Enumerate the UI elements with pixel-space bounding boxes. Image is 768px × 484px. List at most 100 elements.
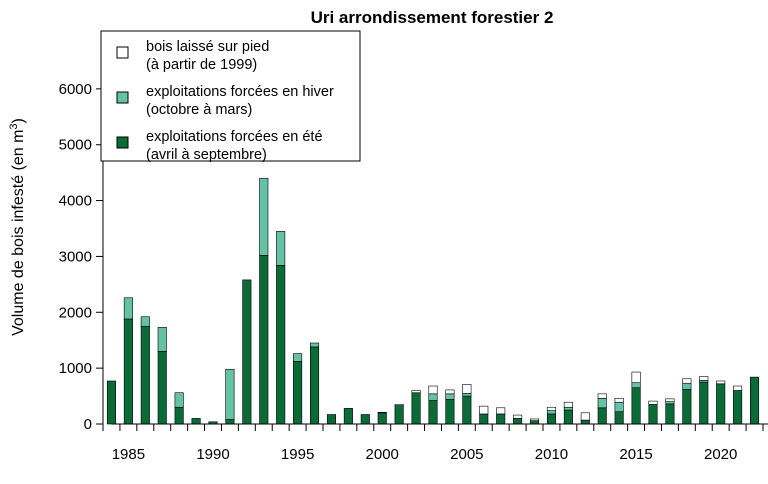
bar-2003-series-3 — [428, 385, 438, 395]
x-axis: 1985 1990 1995 2000 2005 2010 2015 2020 — [102, 423, 768, 463]
bar-2002-series-1 — [411, 392, 421, 425]
bar-2011-series-3 — [563, 401, 573, 408]
legend-sublabel-2: (octobre à mars) — [146, 102, 252, 118]
legend: bois laissé sur pied (à partir de 1999) ex… — [100, 30, 361, 163]
bar-2018-series-3 — [682, 378, 692, 384]
x-tick-label: 2005 — [450, 446, 483, 463]
bar-2005-series-3 — [462, 384, 472, 394]
x-tick-label: 2000 — [366, 446, 399, 463]
bar-2019-series-1 — [699, 381, 709, 425]
bar-2001-series-1 — [394, 405, 404, 425]
bar-2014-series-1 — [614, 411, 624, 425]
bar-2004-series-3 — [445, 389, 455, 395]
bar-1995-series-1 — [293, 361, 303, 425]
x-tick-label: 1995 — [281, 446, 314, 463]
bar-2006-series-1 — [479, 413, 489, 425]
bar-1996-series-2 — [310, 342, 320, 348]
bar-2012-series-3 — [580, 412, 590, 421]
chart-title: Uri arrondissement forestier 2 — [311, 8, 554, 27]
y-tick-label: 6000 — [59, 81, 92, 98]
bar-1999-series-1 — [360, 414, 370, 425]
bar-2000-series-3 — [377, 411, 387, 414]
legend-sublabel-1: (avril à septembre) — [146, 147, 267, 163]
legend-label-1: exploitations forcées en été — [146, 129, 323, 145]
bar-2017-series-1 — [665, 403, 675, 425]
bar-1986-series-2 — [140, 316, 150, 327]
bar-1985-series-1 — [123, 318, 133, 425]
bar-2016-series-1 — [648, 404, 658, 425]
bar-2010-series-3 — [546, 406, 556, 411]
legend-label-2: exploitations forcées en hiver — [146, 84, 334, 100]
bar-2013-series-1 — [597, 407, 607, 425]
bar-2015-series-1 — [631, 387, 641, 425]
bar-2001-series-3 — [394, 404, 404, 406]
x-tick-label: 1985 — [112, 446, 145, 463]
bar-2017-series-3 — [665, 398, 675, 402]
legend-sublabel-3: (à partir de 1999) — [146, 57, 257, 73]
bar-2020-series-3 — [716, 380, 726, 385]
bar-1991-series-1 — [225, 419, 235, 425]
y-tick-label: 5000 — [59, 137, 92, 154]
legend-box — [100, 30, 361, 162]
bar-1987-series-1 — [157, 351, 167, 425]
y-tick-label: 3000 — [59, 248, 92, 265]
svg-text:Volume de bois infesté (en m3): Volume de bois infesté (en m3) — [8, 118, 27, 336]
bar-1996-series-1 — [310, 346, 320, 425]
bar-2014-series-2 — [614, 401, 624, 413]
bar-2013-series-3 — [597, 393, 607, 399]
bar-2021-series-3 — [733, 385, 743, 391]
bar-1989-series-1 — [191, 418, 201, 425]
bar-2004-series-1 — [445, 399, 455, 425]
bar-1987-series-2 — [157, 327, 167, 352]
y-axis-label-tail: ) — [10, 118, 27, 123]
x-tick-label: 2020 — [704, 446, 737, 463]
bar-2016-series-3 — [648, 400, 658, 405]
legend-swatch-2 — [116, 91, 129, 104]
y-axis-label: Volume de bois infesté (en m3) — [8, 118, 27, 336]
x-tick-label: 2015 — [619, 446, 652, 463]
bar-1984-series-1 — [106, 380, 116, 425]
bar-1985-series-2 — [123, 297, 133, 320]
bar-2021-series-1 — [733, 390, 743, 425]
bar-2009-series-1 — [530, 420, 540, 425]
bar-2018-series-1 — [682, 389, 692, 425]
bar-2010-series-1 — [546, 413, 556, 425]
bar-1993-series-2 — [259, 177, 269, 256]
bar-2007-series-1 — [496, 413, 506, 425]
bar-1995-series-2 — [293, 353, 303, 362]
y-axis-label-sup: 3 — [8, 123, 20, 129]
bar-2009-series-3 — [530, 418, 540, 421]
bar-2011-series-1 — [563, 409, 573, 425]
y-axis: 0 1000 2000 3000 4000 5000 6000 — [59, 81, 104, 433]
bar-2017-series-2 — [665, 401, 675, 405]
bar-1986-series-1 — [140, 325, 150, 425]
bar-1992-series-1 — [242, 279, 252, 425]
bar-2014-series-3 — [614, 398, 624, 403]
x-tick-label: 2010 — [535, 446, 568, 463]
bars-group — [106, 177, 760, 425]
bar-2000-series-1 — [377, 412, 387, 425]
bar-2010-series-2 — [546, 410, 556, 415]
bar-2008-series-3 — [513, 414, 523, 419]
bar-2003-series-1 — [428, 400, 438, 425]
bar-2020-series-1 — [716, 383, 726, 425]
legend-swatch-1 — [116, 136, 129, 149]
bar-2011-series-2 — [563, 406, 573, 411]
bar-2006-series-3 — [479, 405, 489, 415]
bar-2022-series-1 — [750, 376, 760, 425]
bar-2004-series-2 — [445, 393, 455, 400]
bar-1993-series-1 — [259, 255, 269, 425]
y-tick-label: 0 — [84, 416, 92, 433]
bar-1994-series-2 — [276, 230, 286, 266]
bar-2015-series-3 — [631, 371, 641, 383]
y-tick-label: 1000 — [59, 360, 92, 377]
bar-2007-series-3 — [496, 407, 506, 415]
bar-1988-series-2 — [174, 392, 184, 408]
legend-label-3: bois laissé sur pied — [146, 39, 269, 55]
bar-2005-series-2 — [462, 392, 472, 397]
bar-2013-series-2 — [597, 398, 607, 409]
bar-1988-series-1 — [174, 406, 184, 425]
bar-1991-series-2 — [225, 368, 235, 420]
bar-2019-series-3 — [699, 376, 709, 381]
